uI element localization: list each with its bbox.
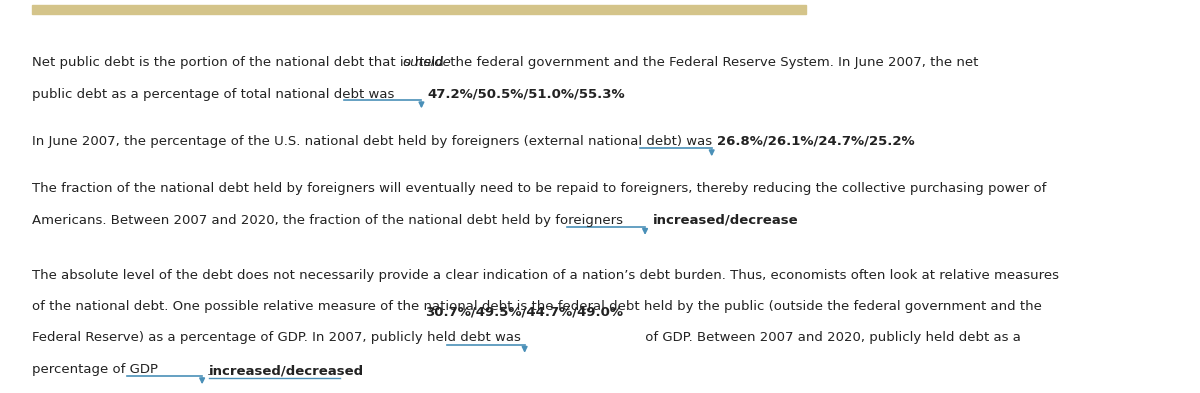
Text: of GDP. Between 2007 and 2020, publicly held debt as a: of GDP. Between 2007 and 2020, publicly … — [641, 331, 1021, 345]
Text: increased/decrease: increased/decrease — [653, 213, 798, 227]
Text: 30.7%/49.5%/44.7%/49.0%: 30.7%/49.5%/44.7%/49.0% — [425, 306, 623, 319]
Bar — [32, 5, 806, 14]
Text: ​26.8%/26.1%/24.7%/25.2%: ​26.8%/26.1%/24.7%/25.2% — [718, 135, 914, 148]
Text: percentage of GDP: percentage of GDP — [32, 363, 158, 376]
Text: increased/decreased: increased/decreased — [209, 365, 364, 378]
Text: the federal government and the Federal Reserve System. In June 2007, the net: the federal government and the Federal R… — [446, 56, 978, 70]
Text: public debt as a percentage of total national debt was: public debt as a percentage of total nat… — [32, 88, 395, 101]
Text: The fraction of the national debt held by foreigners will eventually need to be : The fraction of the national debt held b… — [32, 182, 1046, 195]
Text: Americans. Between 2007 and 2020, the fraction of the national debt held by fore: Americans. Between 2007 and 2020, the fr… — [32, 213, 623, 227]
Text: 47.2%/50.5%/51.0%/55.3%: 47.2%/50.5%/51.0%/55.3% — [428, 88, 625, 101]
Text: .: . — [206, 365, 210, 378]
Text: The absolute level of the debt does not necessarily provide a clear indication o: The absolute level of the debt does not … — [32, 268, 1060, 282]
Text: Federal Reserve) as a percentage of GDP. In 2007, publicly held debt was: Federal Reserve) as a percentage of GDP.… — [32, 331, 521, 345]
Text: In June 2007, the percentage of the U.S. national debt held by foreigners (exter: In June 2007, the percentage of the U.S.… — [32, 135, 713, 148]
Text: outside: outside — [402, 56, 451, 70]
Text: of the national debt. One possible relative measure of the national debt is the : of the national debt. One possible relat… — [32, 300, 1042, 313]
Text: Net public debt is the portion of the national debt that is held: Net public debt is the portion of the na… — [32, 56, 449, 70]
